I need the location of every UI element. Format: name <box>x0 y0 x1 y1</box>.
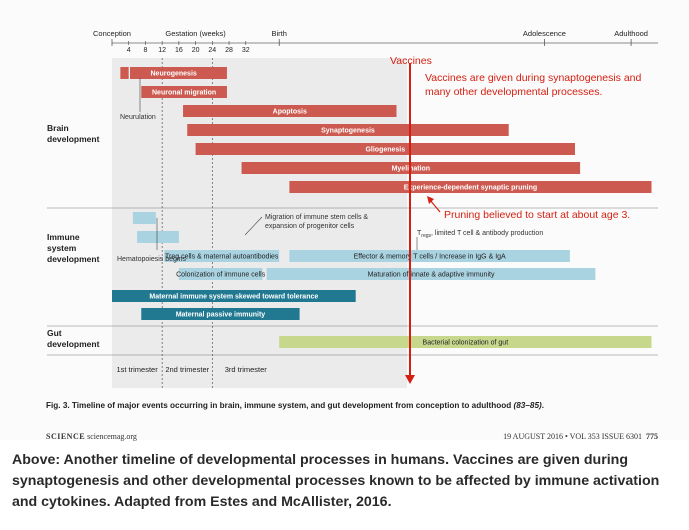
bar-label-bacterial-colonization-of-gut: Bacterial colonization of gut <box>423 340 509 347</box>
bar-unlabeled-8 <box>137 231 179 243</box>
annotation-neurulation: Neurulation <box>120 114 156 121</box>
bar-neurogenesis <box>120 67 227 79</box>
vaccines-note: Vaccines are given during synaptogenesis… <box>425 72 644 98</box>
week-tick-label-24: 24 <box>208 47 216 54</box>
bar-synaptogenesis <box>187 124 509 136</box>
figure-caption: Fig. 3. Timeline of major events occurri… <box>46 401 666 410</box>
bar-label-gliogenesis: Gliogenesis <box>365 147 405 154</box>
annotation-tregs: Tregs, limited T cell & antibody product… <box>417 230 543 239</box>
axis-label-4: Adulthood <box>614 29 648 38</box>
bar-neuronal-migration <box>141 86 227 98</box>
issue-text: 19 AUGUST 2016 • VOL 353 ISSUE 6301 <box>503 432 642 441</box>
bar-apoptosis <box>183 105 397 117</box>
row-label-gut: Gut development <box>47 328 100 349</box>
axis-label-0: Conception <box>93 29 131 38</box>
annotation-migration-line <box>244 216 263 236</box>
week-tick-label-8: 8 <box>143 47 147 54</box>
bar-label-apoptosis: Apoptosis <box>273 109 307 116</box>
bar-unlabeled-7 <box>132 212 156 224</box>
pruning-note: Pruning believed to start at about age 3… <box>444 209 630 221</box>
week-tick-label-12: 12 <box>158 47 166 54</box>
bar-label-neurogenesis: Neurogenesis <box>151 71 197 78</box>
bars: Neurogenesis Neuronal migration Apoptosis S… <box>112 67 652 348</box>
bar-label-synaptogenesis: Synaptogenesis <box>321 128 375 135</box>
journal-name: SCIENCE <box>46 432 86 441</box>
week-tick-label-16: 16 <box>175 47 183 54</box>
bar-label-experience-dependent-synaptic-pruning: Experience-dependent synaptic pruning <box>404 185 537 192</box>
bar-colonization-of-immune-cells <box>178 268 263 280</box>
week-tick-label-32: 32 <box>242 47 250 54</box>
row-label-brain: Brain development <box>47 123 100 144</box>
bar-gliogenesis <box>195 143 575 155</box>
caption-end: . <box>541 401 545 410</box>
journal-footer: SCIENCE sciencemag.org 19 AUGUST 2016 • … <box>46 432 658 444</box>
trimester-label-3: 3rd trimester <box>225 365 268 374</box>
trimester-labels: 1st trimester 2nd trimester 3rd trimester <box>116 365 267 374</box>
issue-info: 19 AUGUST 2016 • VOL 353 ISSUE 6301 775 <box>503 432 658 441</box>
trimester-label-1: 1st trimester <box>116 365 158 374</box>
caption-bold: Fig. 3. Timeline of major events occurri… <box>46 401 512 410</box>
caption-refs: (83–85) <box>513 401 542 410</box>
week-tick-label-28: 28 <box>225 47 233 54</box>
axis-label-3: Adolescence <box>523 29 566 38</box>
trimester-dividers <box>161 58 213 388</box>
bar-label-maturation-of-innate-adaptive-immunity: Maturation of innate & adaptive immunity <box>368 272 495 279</box>
description-block: Above: Another timeline of developmental… <box>0 450 689 530</box>
bar-maternal-passive-immunity <box>141 308 300 320</box>
bar-label-maternal-passive-immunity: Maternal passive immunity <box>176 312 266 319</box>
annotation-hematopoiesis: Hematopoiesis begins <box>117 256 186 263</box>
row-label-immune: Immune system development <box>47 232 100 264</box>
bar-experience-dependent-synaptic-pruning <box>289 181 652 193</box>
figure-panel: Brain development Immune system developm… <box>46 29 666 441</box>
bar-label-maternal-immune-system-skewed-toward-tolerance: Maternal immune system skewed toward tol… <box>149 294 318 301</box>
neurulation-notch <box>128 67 130 79</box>
bar-label-colonization-of-immune-cells: Colonization of immune cells <box>176 272 266 279</box>
pruning-arrow-line <box>429 199 441 213</box>
bar-bacterial-colonization-of-gut <box>279 336 652 348</box>
description-text: Above: Another timeline of developmental… <box>12 452 660 510</box>
row-separators <box>47 207 658 356</box>
pruning-arrowhead <box>427 196 434 204</box>
bar-maternal-immune-system-skewed-toward-tolerance <box>112 290 356 302</box>
journal-site: sciencemag.org <box>87 432 137 441</box>
page-number: 775 <box>646 432 658 441</box>
annotation-migration: Migration of immune stem cells & expansi… <box>265 214 370 230</box>
timeline-chart: Brain development Immune system developm… <box>47 29 658 388</box>
axis-label-1: Gestation (weeks) <box>165 29 226 38</box>
vaccines-arrowhead <box>405 375 415 384</box>
week-tick-label-4: 4 <box>127 47 131 54</box>
bar-label-treg-cells-maternal-autoantibodies: Treg cells & maternal autoantibodies <box>165 254 279 261</box>
bar-label-effector-memory-t-cells-increase-in-igg-iga: Effector & memory T cells / Increase in … <box>354 254 506 261</box>
axis-label-2: Birth <box>271 29 286 38</box>
trimester-label-2: 2nd trimester <box>165 365 209 374</box>
bar-maturation-of-innate-adaptive-immunity <box>266 268 596 280</box>
bar-treg-cells-maternal-autoantibodies <box>164 250 280 262</box>
top-axis: Conception Gestation (weeks) Birth Adolesce… <box>93 29 648 54</box>
bar-effector-memory-t-cells-increase-in-igg-iga <box>289 250 570 262</box>
bar-label-neuronal-migration: Neuronal migration <box>152 90 216 97</box>
week-tick-label-20: 20 <box>192 47 200 54</box>
vaccines-label: Vaccines <box>390 55 432 67</box>
